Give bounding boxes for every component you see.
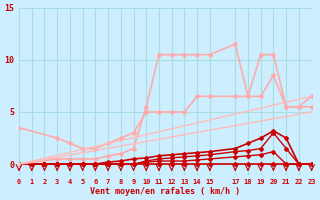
X-axis label: Vent moyen/en rafales ( km/h ): Vent moyen/en rafales ( km/h ) (90, 187, 240, 196)
